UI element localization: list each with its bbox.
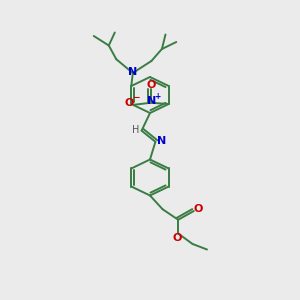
Text: +: + [154,92,161,101]
Text: N: N [128,67,137,77]
Text: O: O [147,80,156,91]
Text: O: O [194,204,203,214]
Text: −: − [132,93,139,102]
Text: O: O [172,233,182,243]
Text: H: H [132,125,139,135]
Text: O: O [124,98,134,108]
Text: N: N [147,96,156,106]
Text: N: N [157,136,166,146]
